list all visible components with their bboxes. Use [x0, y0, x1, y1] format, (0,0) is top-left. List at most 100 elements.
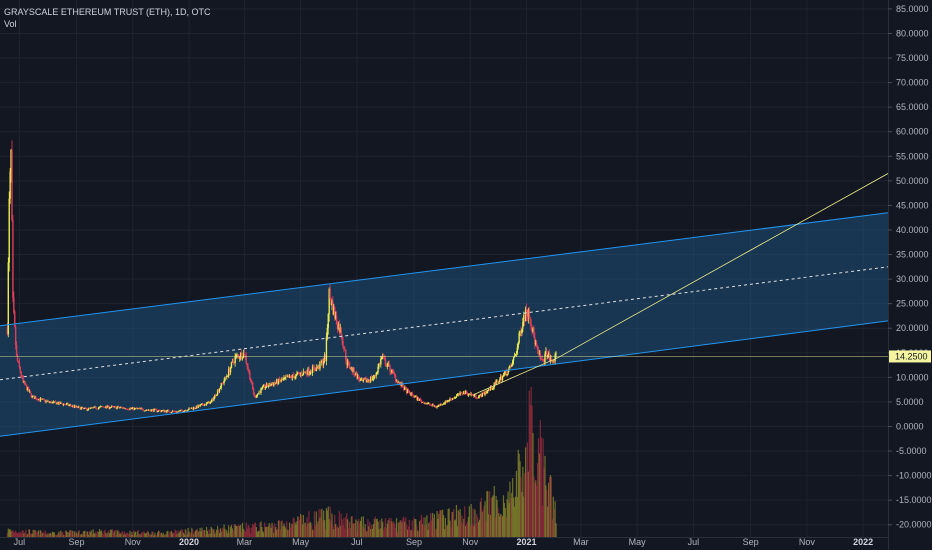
- volume-bar-381: [358, 519, 360, 537]
- candle-body-481: [450, 398, 452, 400]
- volume-bar-452: [423, 525, 425, 537]
- candle-body-541: [505, 371, 507, 376]
- volume-bar-481: [450, 527, 452, 537]
- candle-body-339: [319, 361, 321, 369]
- volume-bar-118: [115, 534, 117, 537]
- volume-bar-209: [199, 527, 201, 537]
- volume-bar-74: [75, 532, 77, 537]
- candle-body-383: [359, 379, 362, 381]
- x-tick-label-4: Mar: [237, 537, 253, 547]
- candle-body-394: [369, 377, 372, 382]
- volume-bar-268: [253, 523, 256, 537]
- volume-bar-412: [386, 523, 388, 537]
- volume-bar-321: [302, 515, 304, 537]
- candle-body-159: [153, 408, 155, 412]
- candle-body-153: [147, 409, 150, 411]
- volume-bar-387: [363, 528, 365, 537]
- candle-body-64: [65, 403, 68, 405]
- candle-body-237: [225, 376, 227, 378]
- volume-bar-409: [383, 526, 386, 537]
- volume-bar-563: [525, 472, 528, 537]
- volume-bar-402: [377, 521, 379, 537]
- candle-body-101: [99, 406, 102, 408]
- volume-bar-469: [439, 510, 441, 537]
- volume-bar-352: [331, 513, 333, 537]
- volume-bar-144: [139, 535, 141, 537]
- candle-body-143: [138, 408, 140, 409]
- volume-bar-301: [284, 526, 286, 537]
- volume-bar-281: [265, 526, 268, 537]
- candle-body-32: [36, 399, 38, 401]
- volume-bar-11: [16, 533, 19, 537]
- candle-body-568: [530, 323, 532, 329]
- volume-bar-204: [194, 530, 197, 537]
- volume-bar-284: [268, 523, 270, 537]
- candle-body-45: [48, 401, 50, 403]
- volume-bar-262: [248, 525, 250, 537]
- volume-bar-240: [228, 525, 230, 537]
- candle-body-266: [251, 382, 254, 389]
- volume-bar-564: [526, 442, 529, 537]
- candle-body-28: [32, 395, 34, 397]
- volume-bar-206: [196, 528, 198, 537]
- volume-bar-503: [470, 504, 472, 537]
- candle-body-347: [326, 327, 329, 337]
- candle-body-454: [425, 403, 427, 405]
- candle-body-299: [282, 379, 284, 380]
- candle-body-489: [457, 393, 459, 395]
- candle-body-129: [125, 408, 128, 410]
- volume-label[interactable]: Vol: [4, 19, 17, 29]
- volume-bar-10: [15, 532, 18, 537]
- candle-body-552: [515, 353, 518, 355]
- candle-body-502: [469, 393, 471, 395]
- candle-body-172: [165, 410, 167, 413]
- volume-bar-571: [533, 476, 535, 537]
- volume-bar-542: [506, 499, 508, 537]
- candle-body-213: [203, 405, 205, 406]
- candle-body-555: [518, 333, 520, 343]
- volume-bar-467: [437, 518, 439, 537]
- volume-bar-326: [307, 523, 309, 537]
- channel-median-line: [0, 266, 889, 381]
- candle-body-398: [373, 375, 376, 378]
- volume-bar-166: [159, 533, 162, 537]
- volume-bar-183: [175, 530, 177, 537]
- volume-bar-569: [531, 405, 533, 537]
- candle-body-25: [29, 391, 32, 394]
- volume-bar-514: [480, 497, 482, 537]
- volume-bar-315: [297, 516, 299, 537]
- volume-bar-347: [326, 510, 328, 537]
- volume-bar-292: [276, 529, 278, 537]
- candle-body-556: [519, 332, 521, 334]
- candle-body-210: [200, 404, 202, 406]
- candle-body-490: [458, 393, 460, 395]
- candle-body-55: [57, 402, 59, 405]
- y-tick-label-19: -10.0000: [896, 471, 932, 481]
- candle-body-396: [371, 378, 374, 380]
- volume-bar-458: [429, 521, 431, 537]
- candle-body-218: [207, 401, 210, 403]
- symbol-title[interactable]: GRAYSCALE ETHEREUM TRUST (ETH), 1D, OTC: [4, 7, 211, 17]
- candle-body-358: [336, 324, 339, 330]
- candle-body-140: [135, 408, 138, 409]
- candle-body-307: [289, 375, 292, 377]
- candle-body-375: [352, 368, 354, 372]
- volume-bar-545: [509, 481, 511, 537]
- volume-bar-401: [376, 518, 378, 537]
- candle-body-402: [377, 366, 379, 373]
- volume-bar-37: [40, 531, 43, 537]
- regression-channel-fill: [0, 212, 888, 437]
- volume-bar-42: [45, 534, 47, 537]
- volume-bar-128: [124, 534, 127, 537]
- volume-bar-137: [133, 530, 135, 537]
- volume-bar-423: [396, 531, 399, 537]
- volume-bar-410: [384, 518, 387, 537]
- candle-body-506: [473, 395, 475, 397]
- candle-body-203: [193, 407, 196, 409]
- volume-bar-288: [272, 525, 274, 537]
- candle-body-242: [229, 367, 232, 373]
- volume-bar-272: [257, 530, 259, 537]
- candle-body-501: [468, 393, 471, 395]
